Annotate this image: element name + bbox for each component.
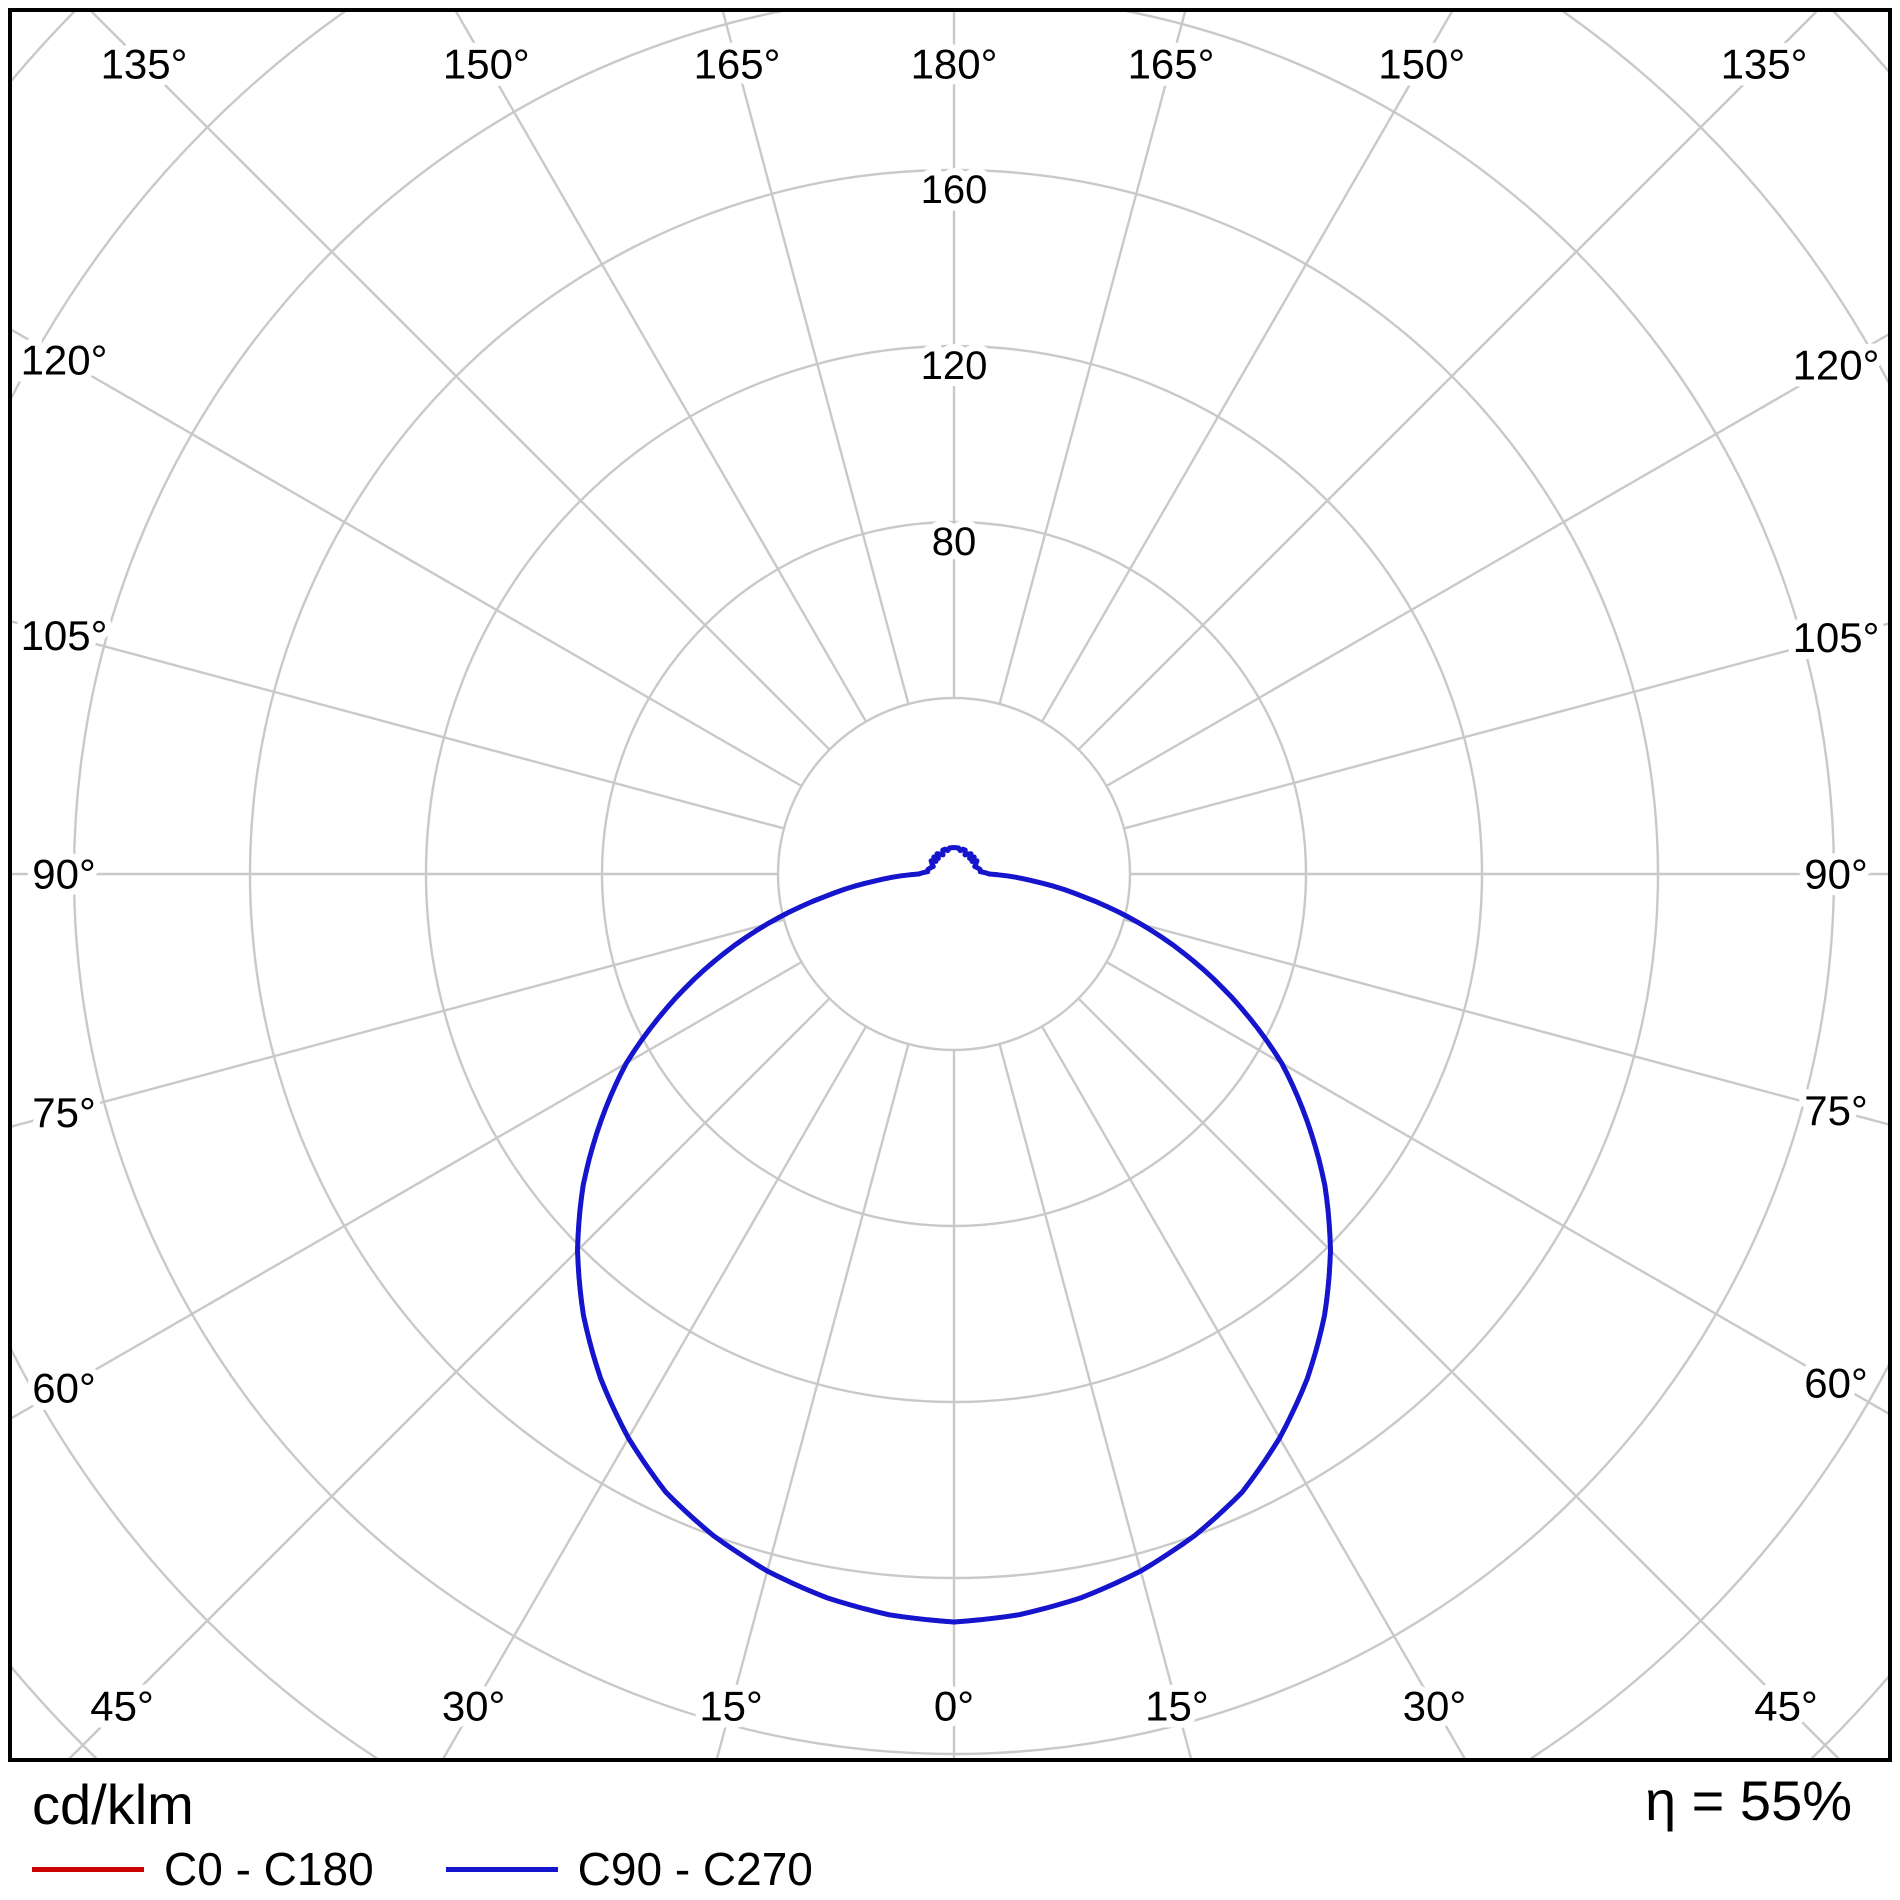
grid-spoke <box>12 620 785 830</box>
angle-label: 45° <box>90 1683 154 1730</box>
angle-label: 105° <box>1793 614 1880 661</box>
angle-label: 15° <box>699 1683 763 1730</box>
curve-C90-C270 <box>575 845 1333 1625</box>
grid-spoke <box>90 12 831 751</box>
polar-chart-svg: 80 120 160 0° 15° 15° 30° 30° 45° 45° 60° 60° 75° 75°… <box>12 12 1888 1758</box>
legend-label: C0 - C180 <box>164 1843 374 1895</box>
grid-ring <box>12 12 1888 1758</box>
grid-spoke <box>12 918 785 1128</box>
legend-label: C90 - C270 <box>577 1843 813 1895</box>
angle-label: 120° <box>1793 341 1880 388</box>
efficiency-label: η = 55% <box>1644 1769 1852 1832</box>
grid-spoke <box>1123 622 1888 830</box>
grid-ring <box>776 696 1132 1052</box>
unit-label: cd/klm <box>32 1773 194 1836</box>
angle-label: 105° <box>21 612 108 659</box>
legend-swatch-blue <box>445 1866 558 1872</box>
legend-item-c90-c270: C90 - C270 <box>445 1842 813 1896</box>
grid-spoke <box>1077 12 1818 751</box>
grid-spoke <box>454 12 868 723</box>
grid-spoke <box>715 1043 910 1758</box>
angle-label: 150° <box>1378 41 1465 88</box>
angle-label: 30° <box>1403 1683 1467 1730</box>
polar-plot-frame: 80 120 160 0° 15° 15° 30° 30° 45° 45° 60° 60° 75° 75°… <box>8 8 1892 1762</box>
grid-spoke <box>68 997 831 1758</box>
ring-label: 120 <box>921 344 988 388</box>
curves <box>575 845 1333 1625</box>
grid-spoke <box>12 328 803 788</box>
angle-label: 120° <box>21 337 108 384</box>
angle-label: 135° <box>101 41 188 88</box>
grid-spoke <box>998 12 1187 705</box>
ring-label: 160 <box>921 168 988 212</box>
angle-label: 60° <box>1804 1360 1868 1407</box>
angle-labels: 0° 15° 15° 30° 30° 45° 45° 60° 60° 75° 75° 90° 90° 10… <box>14 34 1887 1737</box>
angle-label: 135° <box>1721 41 1808 88</box>
legend-item-c0-c180: C0 - C180 <box>32 1842 374 1896</box>
grid-spoke <box>1040 12 1454 723</box>
grid-spoke <box>12 960 803 1420</box>
angle-label: 60° <box>32 1364 96 1411</box>
grid-spoke <box>1105 333 1888 788</box>
ring-labels: 80 120 160 <box>914 161 995 571</box>
angle-label: 0° <box>934 1683 974 1730</box>
grid-spoke <box>1040 1025 1466 1758</box>
angle-label: 165° <box>1128 41 1215 88</box>
angle-label: 90° <box>1804 851 1868 898</box>
angle-label: 75° <box>32 1089 96 1136</box>
grid-spoke <box>1123 918 1888 1126</box>
angle-label: 90° <box>32 851 96 898</box>
angle-label: 150° <box>443 41 530 88</box>
angle-label: 30° <box>442 1683 506 1730</box>
ring-label: 80 <box>932 520 977 564</box>
angle-label: 165° <box>694 41 781 88</box>
angle-label: 75° <box>1804 1087 1868 1134</box>
legend: C0 - C180 C90 - C270 <box>32 1842 813 1896</box>
legend-swatch-red <box>32 1866 144 1872</box>
angle-label: 15° <box>1145 1683 1209 1730</box>
angle-label: 45° <box>1754 1683 1818 1730</box>
grid-spoke <box>998 1043 1193 1758</box>
grid-spoke <box>1105 960 1888 1415</box>
grid-spoke <box>1077 997 1840 1758</box>
grid-spoke <box>442 1025 868 1758</box>
grid-ring <box>12 12 1888 1758</box>
polar-grid <box>12 12 1888 1758</box>
grid-spoke <box>721 12 910 705</box>
angle-label: 180° <box>911 41 998 88</box>
